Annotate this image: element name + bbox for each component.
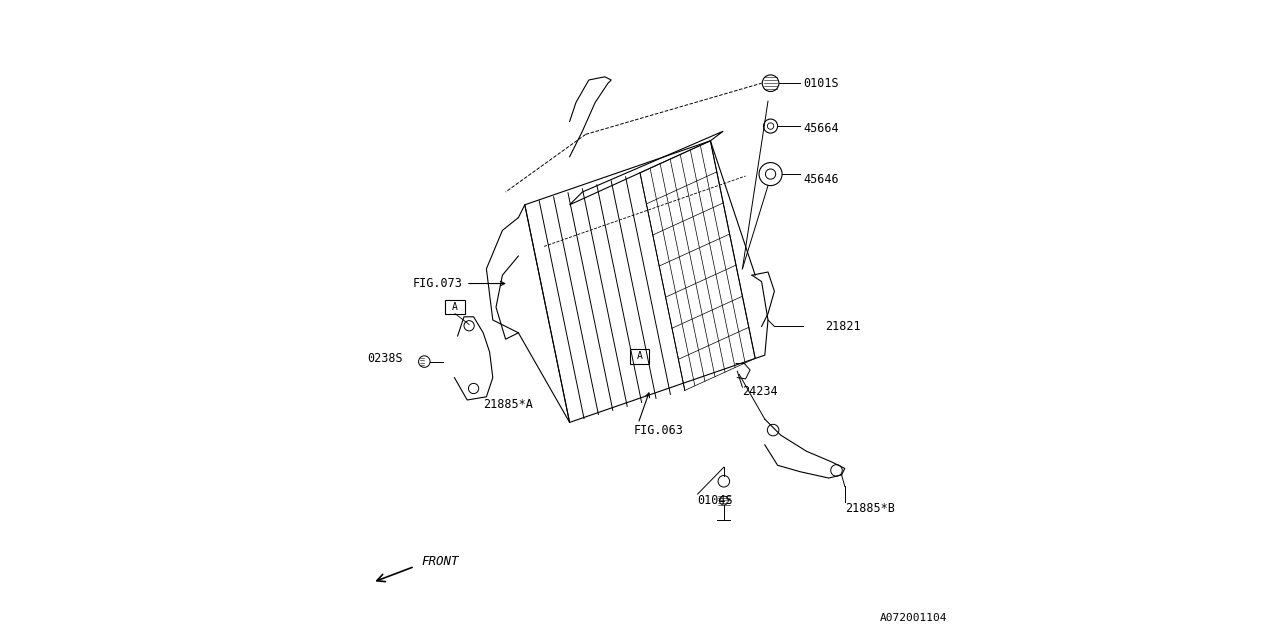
Text: 45646: 45646 bbox=[804, 173, 838, 186]
Text: 24234: 24234 bbox=[742, 385, 778, 398]
Text: 0238S: 0238S bbox=[367, 352, 403, 365]
Text: A072001104: A072001104 bbox=[879, 612, 947, 623]
Text: 21885*B: 21885*B bbox=[845, 502, 895, 515]
Text: 0101S: 0101S bbox=[804, 77, 838, 90]
Text: FIG.073: FIG.073 bbox=[412, 277, 462, 290]
Text: 45664: 45664 bbox=[804, 122, 838, 134]
Text: 21821: 21821 bbox=[826, 320, 861, 333]
Text: 0104S: 0104S bbox=[698, 494, 733, 507]
Text: 21885*A: 21885*A bbox=[484, 398, 532, 411]
Text: A: A bbox=[452, 301, 458, 312]
Text: FIG.063: FIG.063 bbox=[634, 424, 684, 436]
Text: A: A bbox=[636, 351, 643, 362]
Text: FRONT: FRONT bbox=[421, 556, 458, 568]
